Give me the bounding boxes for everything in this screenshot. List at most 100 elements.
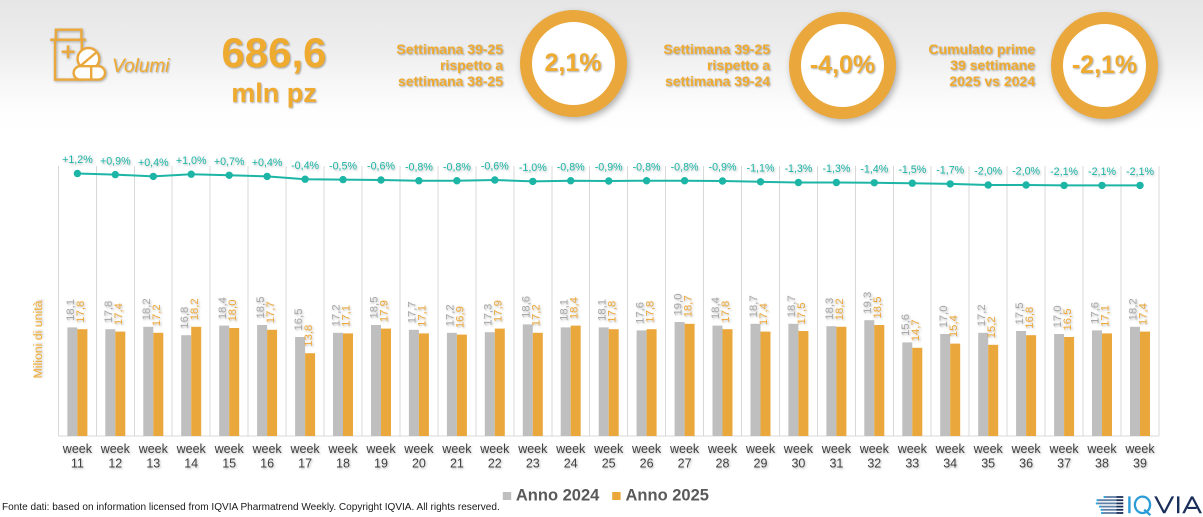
svg-text:16,9: 16,9 bbox=[455, 306, 467, 328]
svg-text:13,8: 13,8 bbox=[303, 325, 315, 347]
svg-text:-0,9%: -0,9% bbox=[595, 162, 623, 174]
svg-text:15: 15 bbox=[222, 457, 236, 471]
svg-text:39: 39 bbox=[1133, 457, 1147, 471]
svg-text:18,4: 18,4 bbox=[568, 297, 580, 319]
svg-text:25: 25 bbox=[602, 457, 616, 471]
svg-text:15,4: 15,4 bbox=[948, 315, 960, 337]
svg-text:18,2: 18,2 bbox=[141, 298, 153, 320]
svg-text:16,5: 16,5 bbox=[1062, 309, 1074, 331]
svg-text:-1,4%: -1,4% bbox=[860, 164, 888, 176]
svg-text:17,6: 17,6 bbox=[634, 302, 646, 324]
svg-text:18,5: 18,5 bbox=[369, 297, 381, 319]
svg-text:17: 17 bbox=[298, 457, 312, 471]
svg-text:week: week bbox=[176, 442, 207, 456]
svg-text:17,2: 17,2 bbox=[151, 304, 163, 326]
svg-text:34: 34 bbox=[943, 457, 957, 471]
svg-text:22: 22 bbox=[488, 457, 502, 471]
svg-text:+1,2%: +1,2% bbox=[62, 154, 93, 166]
svg-text:+0,9%: +0,9% bbox=[100, 155, 131, 167]
svg-text:17,4: 17,4 bbox=[758, 303, 770, 325]
svg-text:18,2: 18,2 bbox=[189, 298, 201, 320]
svg-text:+0,4%: +0,4% bbox=[252, 157, 283, 169]
svg-text:18: 18 bbox=[336, 457, 350, 471]
svg-text:32: 32 bbox=[867, 457, 881, 471]
svg-text:week: week bbox=[1011, 442, 1042, 456]
svg-text:week: week bbox=[100, 442, 131, 456]
svg-text:18,4: 18,4 bbox=[710, 297, 722, 319]
svg-text:13: 13 bbox=[146, 457, 160, 471]
svg-text:11: 11 bbox=[71, 457, 84, 471]
svg-text:19,3: 19,3 bbox=[862, 292, 874, 314]
svg-text:18,3: 18,3 bbox=[824, 298, 836, 320]
svg-text:week: week bbox=[821, 442, 852, 456]
svg-text:-1,1%: -1,1% bbox=[747, 163, 775, 175]
svg-text:16: 16 bbox=[260, 457, 274, 471]
svg-text:week: week bbox=[62, 442, 93, 456]
svg-text:17,1: 17,1 bbox=[417, 305, 429, 327]
svg-text:37: 37 bbox=[1057, 457, 1071, 471]
svg-text:18,2: 18,2 bbox=[834, 298, 846, 320]
svg-text:17,5: 17,5 bbox=[1014, 302, 1026, 324]
svg-text:17,2: 17,2 bbox=[445, 304, 457, 326]
svg-text:week: week bbox=[897, 442, 928, 456]
svg-text:18,7: 18,7 bbox=[748, 295, 760, 317]
svg-text:18,0: 18,0 bbox=[227, 300, 239, 322]
svg-text:-1,3%: -1,3% bbox=[784, 163, 812, 175]
svg-text:12: 12 bbox=[108, 457, 122, 471]
svg-text:31: 31 bbox=[829, 457, 843, 471]
svg-text:33: 33 bbox=[905, 457, 919, 471]
svg-text:week: week bbox=[859, 442, 890, 456]
svg-text:-1,7%: -1,7% bbox=[936, 165, 964, 177]
svg-text:14: 14 bbox=[184, 457, 198, 471]
svg-text:19,0: 19,0 bbox=[672, 294, 684, 316]
svg-text:17,2: 17,2 bbox=[531, 304, 543, 326]
svg-text:18,5: 18,5 bbox=[872, 297, 884, 319]
svg-text:26: 26 bbox=[640, 457, 654, 471]
svg-text:-1,0%: -1,0% bbox=[519, 162, 547, 174]
svg-text:16,8: 16,8 bbox=[1024, 307, 1036, 329]
svg-text:20: 20 bbox=[412, 457, 426, 471]
svg-text:week: week bbox=[707, 442, 738, 456]
svg-text:28: 28 bbox=[716, 457, 730, 471]
svg-text:17,7: 17,7 bbox=[265, 301, 277, 323]
svg-text:18,1: 18,1 bbox=[558, 299, 570, 321]
svg-text:17,4: 17,4 bbox=[113, 303, 125, 325]
svg-text:17,8: 17,8 bbox=[644, 301, 656, 323]
svg-text:17,0: 17,0 bbox=[938, 306, 950, 328]
svg-text:18,6: 18,6 bbox=[521, 296, 533, 318]
svg-text:-0,8%: -0,8% bbox=[633, 161, 661, 173]
svg-text:week: week bbox=[1049, 442, 1080, 456]
svg-text:-0,8%: -0,8% bbox=[443, 161, 471, 173]
svg-text:+0,4%: +0,4% bbox=[138, 157, 169, 169]
svg-text:18,7: 18,7 bbox=[682, 295, 694, 317]
svg-text:+0,7%: +0,7% bbox=[214, 156, 245, 168]
svg-text:17,8: 17,8 bbox=[720, 301, 732, 323]
svg-text:week: week bbox=[1086, 442, 1117, 456]
svg-text:17,4: 17,4 bbox=[1138, 303, 1150, 325]
svg-text:week: week bbox=[479, 442, 510, 456]
svg-text:17,1: 17,1 bbox=[341, 305, 353, 327]
svg-text:-0,9%: -0,9% bbox=[709, 162, 737, 174]
svg-text:-0,8%: -0,8% bbox=[671, 161, 699, 173]
svg-text:21: 21 bbox=[450, 457, 464, 471]
svg-text:week: week bbox=[327, 442, 358, 456]
svg-text:week: week bbox=[365, 442, 396, 456]
svg-text:15,2: 15,2 bbox=[986, 316, 998, 338]
svg-text:-2,1%: -2,1% bbox=[1126, 166, 1154, 178]
svg-text:-0,6%: -0,6% bbox=[481, 161, 509, 173]
svg-text:week: week bbox=[290, 442, 321, 456]
svg-text:-2,1%: -2,1% bbox=[1088, 166, 1116, 178]
svg-text:17,2: 17,2 bbox=[976, 304, 988, 326]
svg-text:week: week bbox=[555, 442, 586, 456]
svg-text:week: week bbox=[669, 442, 700, 456]
svg-text:18,4: 18,4 bbox=[217, 297, 229, 319]
svg-text:week: week bbox=[214, 442, 245, 456]
svg-text:-2,1%: -2,1% bbox=[1050, 166, 1078, 178]
svg-text:week: week bbox=[252, 442, 283, 456]
svg-text:17,3: 17,3 bbox=[483, 304, 495, 326]
svg-text:week: week bbox=[517, 442, 548, 456]
svg-text:19: 19 bbox=[374, 457, 388, 471]
svg-text:Anno 2024: Anno 2024 bbox=[516, 486, 600, 504]
svg-text:-0,8%: -0,8% bbox=[557, 161, 585, 173]
svg-text:-0,5%: -0,5% bbox=[329, 160, 357, 172]
